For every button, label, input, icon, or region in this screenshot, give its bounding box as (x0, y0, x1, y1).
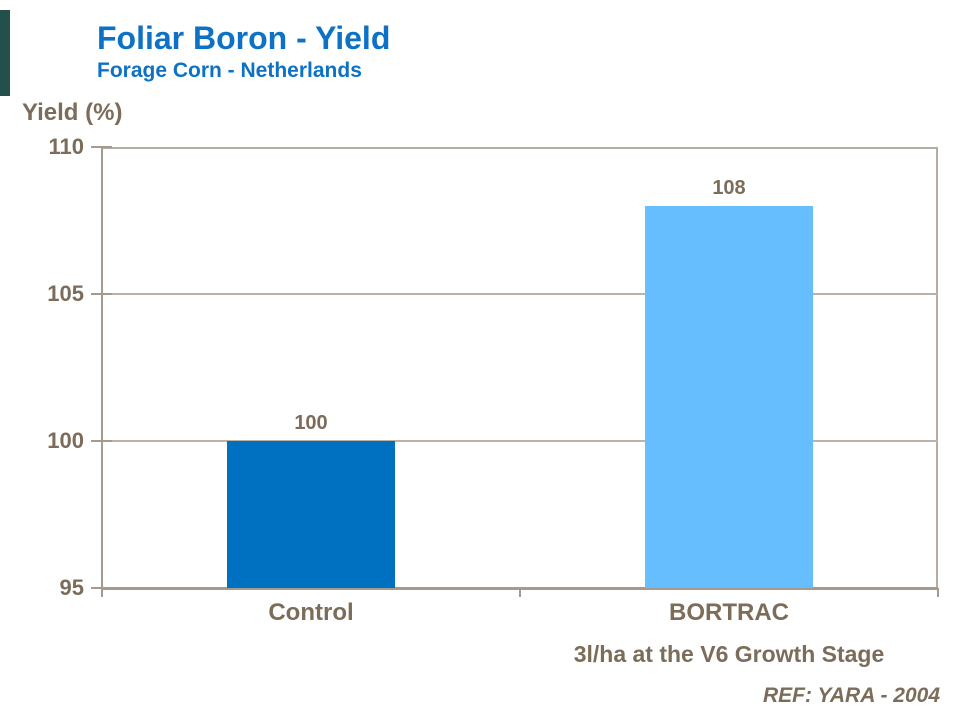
x-tick-mark-1 (519, 588, 521, 597)
reference-text: REF: YARA - 2004 (763, 684, 940, 707)
y-tick-label: 95 (59, 575, 84, 600)
bar-control (227, 441, 395, 588)
plot-area (102, 147, 938, 588)
x-tick-mark-0 (101, 588, 103, 597)
category-label-bortrac: BORTRAC (669, 599, 789, 626)
gridline-100 (102, 440, 938, 442)
application-note: 3l/ha at the V6 Growth Stage (573, 641, 885, 667)
y-axis-line (101, 147, 103, 597)
chart-title: Foliar Boron - Yield (97, 20, 391, 56)
left-accent-bar (0, 10, 10, 96)
category-label-control: Control (268, 599, 354, 626)
y-tick-label: 110 (48, 134, 85, 159)
y-axis-title: Yield (%) (22, 99, 123, 126)
bar-bortrac (645, 205, 813, 588)
gridline-105 (102, 293, 938, 295)
y-tick-mark (91, 293, 112, 295)
y-tick-mark (91, 146, 112, 148)
y-tick-mark (91, 440, 112, 442)
bar-value-label: 100 (294, 412, 328, 434)
bar-value-label: 108 (712, 176, 746, 199)
y-tick-label: 100 (47, 428, 84, 453)
chart-subtitle: Forage Corn - Netherlands (97, 59, 362, 82)
header-block: Foliar Boron - Yield Forage Corn - Nethe… (97, 20, 390, 83)
y-tick-label: 105 (47, 281, 84, 306)
x-tick-mark-2 (937, 588, 939, 597)
